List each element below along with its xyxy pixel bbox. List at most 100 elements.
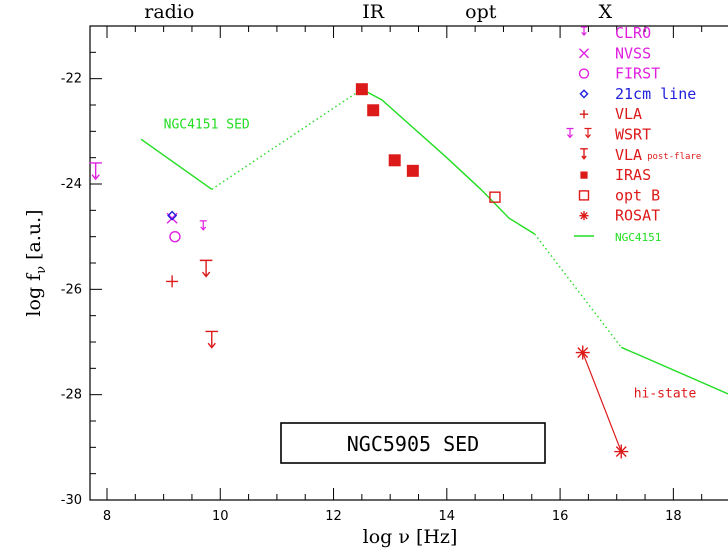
circle-open-marker — [578, 68, 590, 79]
square-filled-marker — [406, 164, 419, 177]
y-axis-label-main: log f — [23, 272, 45, 317]
x-axis-label: log ν [Hz] — [363, 526, 458, 548]
legend-item: NGC4151 — [574, 231, 661, 244]
band-label: opt — [465, 1, 497, 23]
legend-item: VLA post-flare — [580, 146, 701, 164]
data-point — [355, 83, 368, 96]
chart-title: NGC5905 SED — [347, 432, 479, 456]
x-tick-label: 18 — [665, 509, 682, 524]
legend: CLRO NVSS FIRST 21cm line VLA WSRT VLA post-fla… — [566, 24, 701, 244]
legend-item: VLA — [579, 105, 642, 123]
square-filled-marker — [580, 171, 588, 179]
plus-marker — [579, 110, 589, 119]
upper-limit-small-marker — [199, 220, 207, 231]
series-vla — [166, 275, 179, 288]
y-tick-label: -24 — [61, 177, 82, 192]
x-tick-label: 8 — [103, 509, 111, 524]
data-point — [575, 345, 590, 360]
legend-label: FIRST — [615, 65, 660, 83]
legend-item: CLRO — [580, 24, 651, 42]
legend-item: opt B — [578, 186, 660, 204]
legend-label: opt B — [615, 186, 660, 204]
square-filled-marker — [355, 83, 368, 96]
data-point — [166, 275, 179, 288]
sed-dotted-segment — [211, 88, 363, 190]
upper-limit-marker — [199, 259, 213, 278]
x-tick-label: 10 — [212, 509, 229, 524]
legend-label: IRAS — [615, 166, 651, 184]
series-clro — [89, 162, 102, 181]
x-tick-label: 16 — [552, 509, 569, 524]
series-wsrt — [199, 259, 213, 278]
series-first — [169, 230, 181, 243]
data-point — [489, 191, 501, 203]
sed-solid-segment — [140, 138, 213, 190]
upper-limit-small-marker — [584, 127, 592, 139]
legend-item: NVSS — [579, 44, 651, 62]
legend-label: ROSAT — [615, 207, 660, 225]
rosat-connector — [582, 352, 622, 452]
data-point — [199, 259, 213, 278]
series-opt-b — [489, 191, 501, 203]
asterisk-marker — [575, 345, 590, 360]
title-box — [280, 422, 546, 464]
data-point — [89, 162, 102, 181]
sed-solid-segment — [621, 346, 728, 395]
data-point — [367, 104, 380, 117]
legend-item: WSRT — [566, 126, 651, 144]
y-axis-label: log fν [a.u.] — [23, 209, 49, 316]
sed-solid-segment — [361, 88, 535, 235]
data-point — [614, 444, 629, 459]
upper-limit-small-marker — [580, 26, 588, 37]
series-iras — [355, 83, 419, 177]
legend-item: IRAS — [580, 166, 651, 184]
data-point — [406, 164, 419, 177]
x-axis: 8 10 12 14 16 18 — [103, 26, 703, 524]
data-point — [169, 230, 181, 243]
x-tick-label: 14 — [439, 509, 456, 524]
legend-item: 21cm line — [579, 85, 696, 103]
legend-item: ROSAT — [579, 207, 660, 225]
legend-label: WSRT — [615, 126, 651, 144]
band-label: IR — [362, 1, 385, 23]
annotations: NGC4151 SED hi-state — [164, 118, 697, 402]
y-axis-label-sub: ν — [34, 266, 49, 274]
legend-item: FIRST — [578, 65, 660, 83]
y-axis: -30 -28 -26 -24 -22 — [61, 25, 102, 508]
y-tick-label: -30 — [61, 493, 82, 508]
data-point — [388, 154, 401, 167]
diamond-open-marker — [167, 210, 178, 221]
diamond-open-marker — [579, 89, 589, 99]
band-label: X — [599, 1, 613, 23]
upper-limit-marker — [205, 330, 219, 349]
circle-open-marker — [169, 230, 181, 243]
chart-title-box: NGC5905 SED — [280, 422, 546, 464]
legend-label: VLA post-flare — [615, 146, 701, 164]
y-axis-label-unit: [a.u.] — [23, 209, 45, 259]
x-tick-label: 12 — [325, 509, 342, 524]
hi-state-label: hi-state — [634, 386, 697, 401]
data-point — [167, 210, 178, 221]
upper-limit-marker — [580, 148, 588, 160]
rosat-connector-line — [582, 352, 622, 452]
band-labels: radio IR opt X — [144, 1, 612, 23]
data-point — [199, 220, 207, 231]
legend-label: NVSS — [615, 44, 651, 62]
sed-dotted-segment — [534, 233, 622, 348]
series-vla-post-flare — [205, 330, 219, 349]
square-filled-marker — [367, 104, 380, 117]
series-clro — [199, 220, 207, 231]
series-rosat — [575, 345, 629, 459]
y-tick-label: -28 — [61, 388, 82, 403]
legend-label: VLA — [615, 105, 642, 123]
plus-marker — [166, 275, 179, 288]
data-point — [205, 330, 219, 349]
data-points — [89, 83, 629, 459]
asterisk-marker — [579, 211, 589, 221]
legend-label: CLRO — [615, 24, 651, 42]
sed-curve — [140, 88, 728, 395]
upper-limit-marker — [89, 162, 102, 181]
legend-label: 21cm line — [615, 85, 696, 103]
square-filled-marker — [388, 154, 401, 167]
